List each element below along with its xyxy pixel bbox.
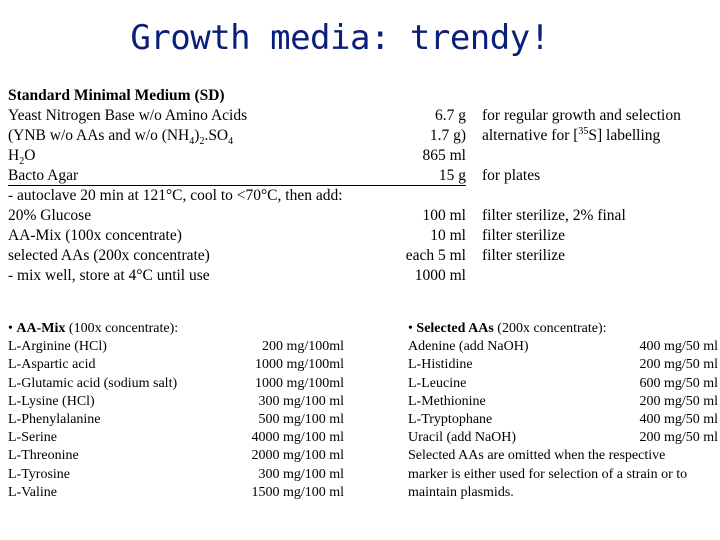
sd-row-name: (YNB w/o AAs and w/o (NH4)2.SO4 [8,127,234,148]
list-item: L-Serine 4000 mg/100 ml [8,429,344,447]
list-item: L-Threonine 2000 mg/100 ml [8,447,344,465]
sd-heading: Standard Minimal Medium (SD) [8,87,225,104]
aa-mix-heading: • AA-Mix (100x concentrate): [8,321,179,336]
sd-row-note: filter sterilize, 2% final [482,207,626,224]
aa-amount: 1500 mg/100 ml [251,484,344,500]
list-item: L-Arginine (HCl) 200 mg/100ml [8,338,344,356]
sd-row-amount: 6.7 g [435,107,466,124]
aa-amount: 200 mg/50 ml [639,357,718,373]
sd-row-note: for plates [482,167,541,184]
list-item: Adenine (add NaOH) 400 mg/50 ml [408,338,718,356]
aa-name: L-Glutamic acid (sodium salt) [8,375,178,391]
standard-minimal-medium-table: Standard Minimal Medium (SD) Yeast Nitro… [8,86,718,286]
sd-row-water: H2O 865 ml [8,146,718,168]
sd-row-note: filter sterilize [482,227,566,244]
sd-row-note: filter sterilize [482,247,566,264]
list-item: L-Lysine (HCl) 300 mg/100 ml [8,393,344,411]
aa-mix-list: • AA-Mix (100x concentrate): L-Arginine … [8,320,344,502]
sd-row-name: Bacto Agar [8,166,398,186]
sd-row-amount: 865 ml [422,147,467,164]
aa-amount: 300 mg/100 ml [258,466,344,482]
list-item: L-Tryptophane 400 mg/50 ml [408,411,718,429]
list-item: L-Methionine 200 mg/50 ml [408,393,718,411]
aa-amount: 600 mg/50 ml [639,375,718,391]
sd-row-mix-store: - mix well, store at 4°C until use 1000 … [8,266,718,286]
aa-name: L-Arginine (HCl) [8,339,107,355]
selected-aas-list: • Selected AAs (200x concentrate): Adeni… [408,320,718,502]
selected-aas-note: Selected AAs are omitted when the respec… [408,448,688,500]
selected-aas-heading: • Selected AAs (200x concentrate): [408,321,607,336]
sd-row-agar: Bacto Agar 15 g for plates [8,166,718,186]
list-item: L-Leucine 600 mg/50 ml [408,375,718,393]
sd-row-ynb: Yeast Nitrogen Base w/o Amino Acids 6.7 … [8,106,718,126]
sd-row-name: - mix well, store at 4°C until use [8,267,210,284]
aa-name: L-Aspartic acid [8,357,96,373]
sd-row-note [466,266,712,286]
aa-amount: 2000 mg/100 ml [251,448,344,464]
aa-name: L-Histidine [408,357,473,373]
aa-amount: 500 mg/100 ml [258,411,344,427]
aa-name: L-Methionine [408,393,486,409]
bullet-icon: • [8,321,13,336]
sd-row-aa-mix: AA-Mix (100x concentrate) 10 ml filter s… [8,226,718,246]
aa-amount: 200 mg/50 ml [639,430,718,446]
aa-amount: 400 mg/50 ml [639,411,718,427]
aa-name: L-Phenylalanine [8,411,101,427]
sd-row-note: alternative for [35S] labelling [482,125,661,144]
aa-name: Adenine (add NaOH) [408,339,529,355]
list-item: L-Histidine 200 mg/50 ml [408,356,718,374]
sd-row-amount: 1.7 g) [429,127,466,144]
sd-row-amount: 100 ml [422,207,467,224]
sd-row-glucose: 20% Glucose 100 ml filter sterilize, 2% … [8,206,718,226]
sd-row-name: AA-Mix (100x concentrate) [8,227,182,244]
sd-row-amount: 10 ml [430,227,466,244]
aa-name: L-Threonine [8,448,79,464]
sd-row-autoclave: - autoclave 20 min at 121°C, cool to <70… [8,186,718,206]
sd-row-name: - autoclave 20 min at 121°C, cool to <70… [8,187,343,204]
list-item: L-Glutamic acid (sodium salt) 1000 mg/100… [8,375,344,393]
aa-name: L-Lysine (HCl) [8,393,95,409]
list-item: L-Phenylalanine 500 mg/100 ml [8,411,344,429]
sd-row-amount: each 5 ml [405,247,466,264]
aa-name: L-Tyrosine [8,466,71,482]
slide-title: Growth media: trendy! [130,18,550,58]
sd-row-name: selected AAs (200x concentrate) [8,247,210,264]
list-item: Uracil (add NaOH) 200 mg/50 ml [408,429,718,447]
aa-amount: 1000 mg/100ml [254,357,344,373]
aa-amount: 200 mg/100ml [261,339,344,355]
sd-row-name: 20% Glucose [8,207,92,224]
aa-amount: 4000 mg/100 ml [251,430,344,446]
aa-name: L-Serine [8,430,57,446]
aa-amount: 300 mg/100 ml [258,393,344,409]
sd-row-selected-aas: selected AAs (200x concentrate) each 5 m… [8,246,718,266]
sd-row-amount: 15 g [398,166,466,186]
list-item: L-Aspartic acid 1000 mg/100ml [8,356,344,374]
sd-row-note [466,146,712,166]
aa-name: L-Tryptophane [408,411,493,427]
sd-row-amount: 1000 ml [414,267,466,284]
bullet-icon: • [408,321,413,336]
aa-amount: 200 mg/50 ml [639,393,718,409]
aa-name: L-Valine [8,484,57,500]
aa-name: Uracil (add NaOH) [408,430,517,446]
aa-name: L-Leucine [408,375,467,391]
list-item: L-Valine 1500 mg/100 ml [8,484,344,502]
sd-row-note: for regular growth and selection [482,107,681,124]
sd-row-name: H2O [8,147,36,168]
aa-amount: 1000 mg/100ml [254,375,344,391]
aa-amount: 400 mg/50 ml [639,339,718,355]
list-item: L-Tyrosine 300 mg/100 ml [8,466,344,484]
sd-row-name: Yeast Nitrogen Base w/o Amino Acids [8,107,248,124]
sd-row-ynb-alt: (YNB w/o AAs and w/o (NH4)2.SO4 1.7 g) a… [8,126,718,146]
